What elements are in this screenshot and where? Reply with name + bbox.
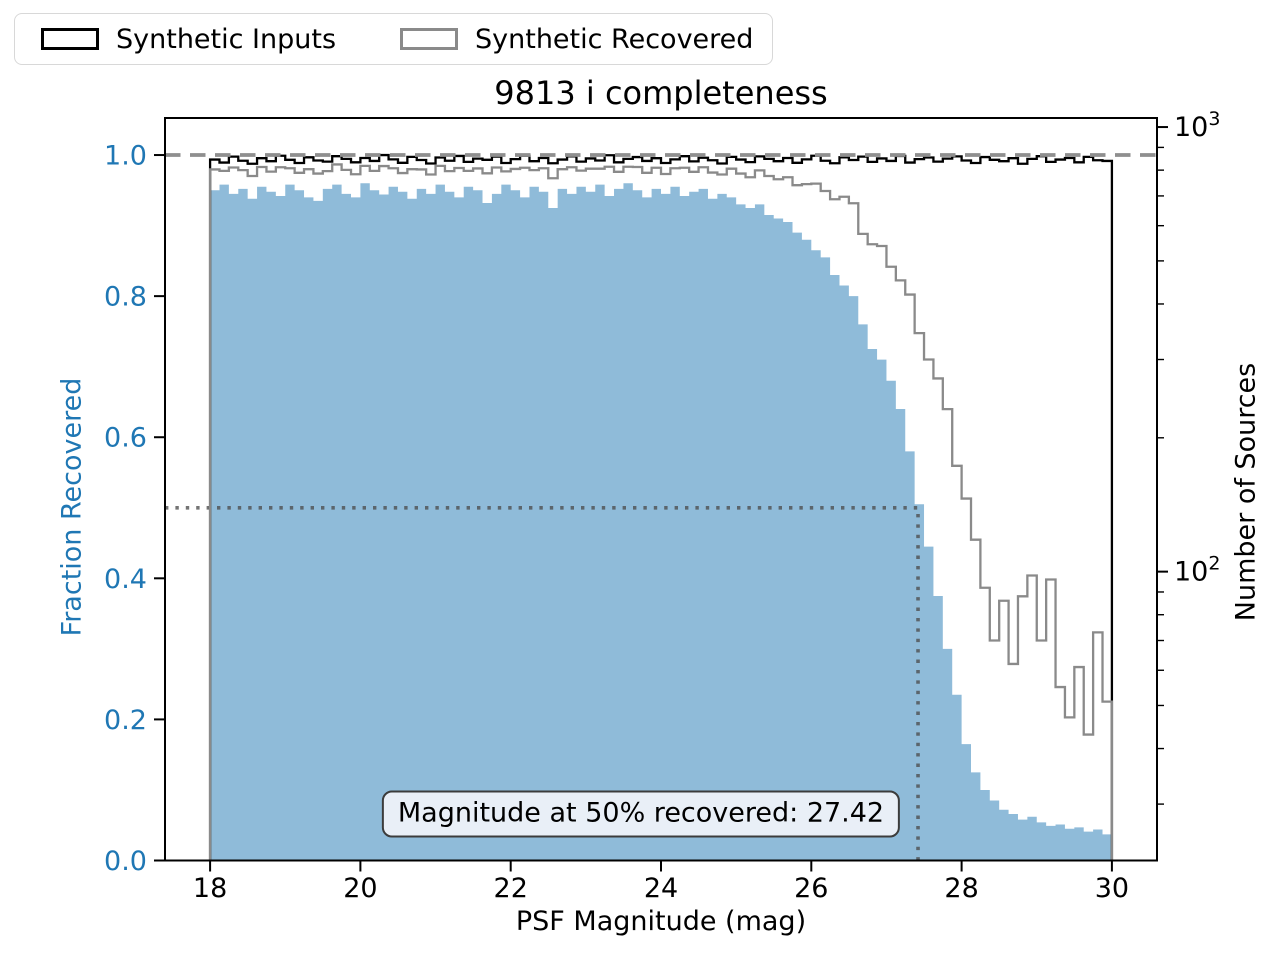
legend-swatch-recovered-icon	[400, 28, 458, 50]
y-right-tick-label: 102	[1174, 553, 1220, 588]
y-axis-label-right: Number of Sources	[1230, 362, 1262, 622]
legend-label-inputs: Synthetic Inputs	[116, 23, 337, 55]
plot-spines	[164, 117, 1158, 862]
y-left-tick-label: 1.0	[104, 141, 147, 172]
y-left-tick-label: 0.2	[104, 705, 147, 736]
x-tick-label: 26	[794, 873, 828, 904]
y-left-tick-label: 0.6	[104, 423, 147, 454]
legend-item-synthetic-recovered: Synthetic Recovered	[400, 14, 753, 64]
x-tick-label: 24	[644, 873, 678, 904]
dotted-50pct-line	[165, 505, 920, 861]
x-tick-label: 28	[944, 873, 978, 904]
y-left-tick-label: 0.4	[104, 564, 147, 595]
x-axis-label: PSF Magnitude (mag)	[515, 906, 807, 937]
synthetic-recovered-step-line	[208, 163, 1114, 861]
y-axis-label-left: Fraction Recovered	[56, 377, 88, 637]
annotation-box: Magnitude at 50% recovered: 27.42	[381, 790, 901, 838]
legend-label-recovered: Synthetic Recovered	[475, 23, 754, 55]
y-right-tick-label: 103	[1174, 108, 1220, 143]
legend: Synthetic Inputs Synthetic Recovered	[14, 13, 773, 65]
recovered-fraction-histogram-fill	[210, 183, 1112, 861]
x-tick-label: 30	[1095, 873, 1129, 904]
x-tick-label: 20	[343, 873, 377, 904]
page-title: 9813 i completeness	[494, 74, 828, 112]
legend-swatch-inputs-icon	[41, 28, 99, 50]
synthetic-inputs-step-line	[208, 153, 1114, 861]
x-tick-label: 22	[494, 873, 528, 904]
x-tick-label: 18	[193, 873, 227, 904]
legend-item-synthetic-inputs: Synthetic Inputs	[41, 14, 336, 64]
y-left-tick-label: 0.8	[104, 282, 147, 313]
y-left-tick-label: 0.0	[104, 846, 147, 877]
